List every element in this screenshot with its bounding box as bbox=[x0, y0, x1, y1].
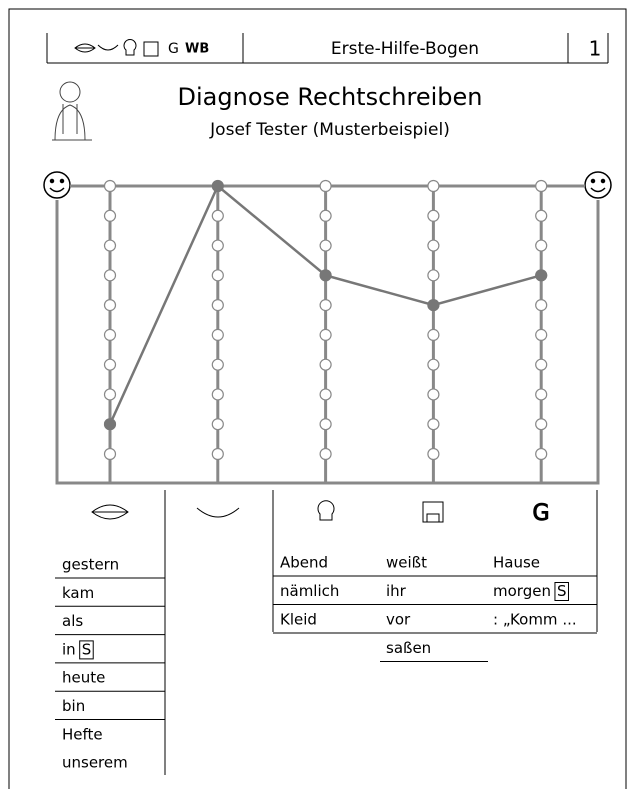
word: kam bbox=[62, 584, 94, 602]
doctor-figure bbox=[52, 81, 92, 141]
profile-point bbox=[535, 269, 548, 282]
step-node bbox=[103, 239, 117, 252]
step-node bbox=[103, 388, 117, 401]
profile-chart bbox=[103, 179, 548, 483]
step-node bbox=[427, 239, 440, 252]
step-node bbox=[211, 328, 224, 341]
step-node bbox=[103, 299, 117, 312]
header-title: Erste-Hilfe-Bogen bbox=[331, 39, 479, 59]
step-node bbox=[211, 418, 224, 431]
word: vor bbox=[386, 611, 411, 629]
page-number: 1 bbox=[589, 37, 602, 61]
step-node bbox=[319, 358, 332, 371]
mark-box bbox=[554, 582, 569, 601]
step-node bbox=[535, 239, 548, 252]
icon-letter: WB bbox=[185, 42, 209, 57]
step-node bbox=[535, 418, 548, 431]
word: Hause bbox=[493, 554, 540, 572]
step-node bbox=[319, 447, 332, 461]
step-node bbox=[211, 358, 224, 371]
word: weißt bbox=[386, 554, 427, 572]
step-node bbox=[535, 179, 548, 193]
profile-point bbox=[427, 299, 440, 312]
word: Kleid bbox=[280, 611, 317, 629]
step-node bbox=[211, 388, 224, 401]
profile-point bbox=[211, 180, 224, 192]
step-node bbox=[427, 388, 440, 401]
word: heute bbox=[62, 669, 105, 687]
icon-row bbox=[91, 500, 444, 523]
icon-letter: G bbox=[532, 501, 549, 526]
step-node bbox=[319, 179, 332, 193]
step-node bbox=[535, 388, 548, 401]
step-node bbox=[103, 447, 117, 461]
step-node bbox=[319, 418, 332, 431]
step-node bbox=[427, 209, 440, 222]
word: gestern bbox=[62, 556, 119, 574]
step-node bbox=[319, 209, 332, 222]
word: unserem bbox=[62, 754, 128, 772]
subtitle: Josef Tester (Musterbeispiel) bbox=[209, 120, 450, 140]
word: in bbox=[62, 640, 76, 658]
step-node bbox=[103, 269, 117, 282]
step-node bbox=[319, 239, 332, 252]
step-node bbox=[427, 269, 440, 282]
step-node bbox=[211, 269, 224, 282]
step-node bbox=[535, 209, 548, 222]
word: ihr bbox=[386, 582, 407, 600]
page-border bbox=[8, 8, 627, 789]
step-node bbox=[427, 418, 440, 431]
step-node bbox=[319, 299, 332, 312]
mark-letter: S bbox=[557, 582, 567, 600]
title: Diagnose Rechtschreiben bbox=[178, 83, 483, 111]
word: Hefte bbox=[62, 725, 103, 743]
step-node bbox=[103, 209, 117, 222]
step-node bbox=[103, 358, 117, 371]
step-node bbox=[319, 388, 332, 401]
step-node bbox=[103, 328, 117, 341]
step-node bbox=[211, 299, 224, 312]
step-node bbox=[535, 358, 548, 371]
step-node bbox=[211, 209, 224, 222]
step-node bbox=[103, 179, 117, 193]
word: morgen bbox=[493, 582, 551, 600]
mark-box bbox=[79, 640, 94, 660]
step-node bbox=[535, 299, 548, 312]
list-dividers bbox=[164, 490, 598, 775]
icon-letter: G bbox=[168, 41, 179, 57]
step-node bbox=[535, 328, 548, 341]
word: als bbox=[62, 612, 83, 630]
step-node bbox=[319, 328, 332, 341]
word: : „Komm ... bbox=[493, 611, 577, 629]
mark-letter: S bbox=[82, 640, 92, 658]
profile-point bbox=[319, 269, 332, 282]
word: bin bbox=[62, 697, 85, 715]
step-node bbox=[211, 447, 224, 461]
step-node bbox=[211, 239, 224, 252]
step-node bbox=[427, 358, 440, 371]
step-node bbox=[427, 179, 440, 193]
word: saßen bbox=[386, 639, 431, 657]
word: Abend bbox=[280, 554, 328, 572]
header-box bbox=[46, 33, 609, 64]
step-node bbox=[535, 447, 548, 461]
profile-point bbox=[104, 418, 116, 431]
step-node bbox=[427, 328, 440, 341]
step-node bbox=[427, 447, 440, 461]
word: nämlich bbox=[280, 582, 339, 600]
